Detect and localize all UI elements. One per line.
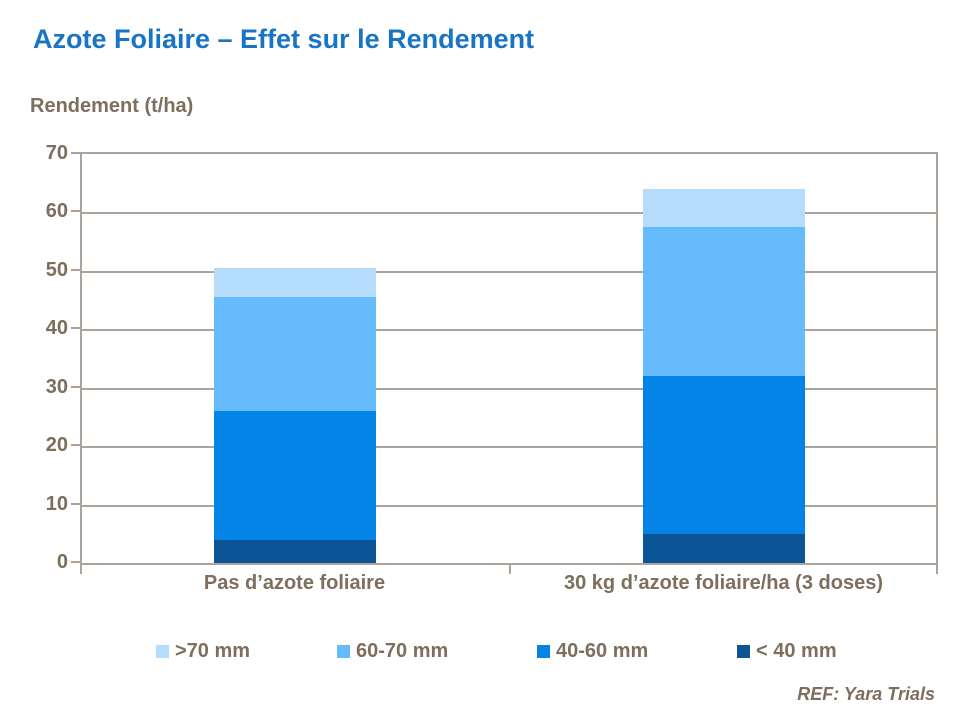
x-category-label: 30 kg d’azote foliaire/ha (3 doses) — [564, 572, 883, 594]
reference-label: REF: Yara Trials — [797, 684, 935, 704]
legend-swatch — [737, 645, 750, 658]
y-tick-mark — [71, 327, 80, 330]
plot-area — [80, 152, 938, 565]
legend-swatch — [537, 645, 550, 658]
x-tick-mark — [80, 565, 82, 574]
y-tick-label: 20 — [45, 434, 68, 457]
legend-label: 40-60 mm — [556, 640, 649, 662]
y-tick-label: 30 — [45, 375, 68, 398]
legend-item: < 40 mm — [737, 640, 837, 663]
legend-label: < 40 mm — [756, 640, 837, 662]
y-tick-mark — [71, 502, 80, 505]
bar-segment-60-70-mm — [213, 297, 376, 412]
y-tick-label: 50 — [45, 258, 68, 281]
gridline — [82, 387, 936, 390]
gridline — [82, 446, 936, 449]
legend-item: 60-70 mm — [337, 640, 448, 663]
legend-label: 60-70 mm — [356, 640, 449, 662]
bar-segment-60-70-mm — [642, 227, 805, 377]
legend-item: 40-60 mm — [537, 640, 648, 663]
legend-label: >70 mm — [175, 640, 251, 662]
legend-swatch — [156, 645, 169, 658]
page-title: Azote Foliaire – Effet sur le Rendement — [33, 24, 535, 54]
y-tick-label: 0 — [56, 551, 68, 573]
y-tick-mark — [71, 210, 80, 213]
y-tick-mark — [71, 444, 80, 447]
y-tick-label: 60 — [45, 200, 68, 223]
y-tick-mark — [71, 152, 80, 154]
x-category-label: Pas d’azote foliaire — [203, 572, 386, 594]
gridline — [82, 504, 936, 507]
bar-segment-40-60-mm — [213, 411, 376, 540]
y-tick-mark — [71, 385, 80, 388]
bar-segment-40-mm — [642, 533, 805, 563]
legend-item: >70 mm — [156, 640, 250, 663]
y-tick-label: 40 — [45, 317, 68, 340]
x-tick-mark — [936, 565, 938, 574]
gridline — [82, 329, 936, 332]
y-tick-mark — [71, 561, 80, 563]
gridline — [82, 212, 936, 215]
gridline — [82, 270, 936, 273]
bar-segment-70-mm — [642, 189, 805, 228]
bar-segment-70-mm — [213, 267, 376, 298]
x-tick-mark — [509, 565, 511, 574]
y-tick-mark — [71, 268, 80, 271]
y-axis-title: Rendement (t/ha) — [30, 95, 194, 117]
y-tick-label: 70 — [45, 142, 68, 164]
y-tick-label: 10 — [45, 492, 68, 515]
legend-swatch — [337, 645, 350, 658]
bar-segment-40-60-mm — [642, 376, 805, 534]
bar-segment-40-mm — [213, 539, 376, 563]
